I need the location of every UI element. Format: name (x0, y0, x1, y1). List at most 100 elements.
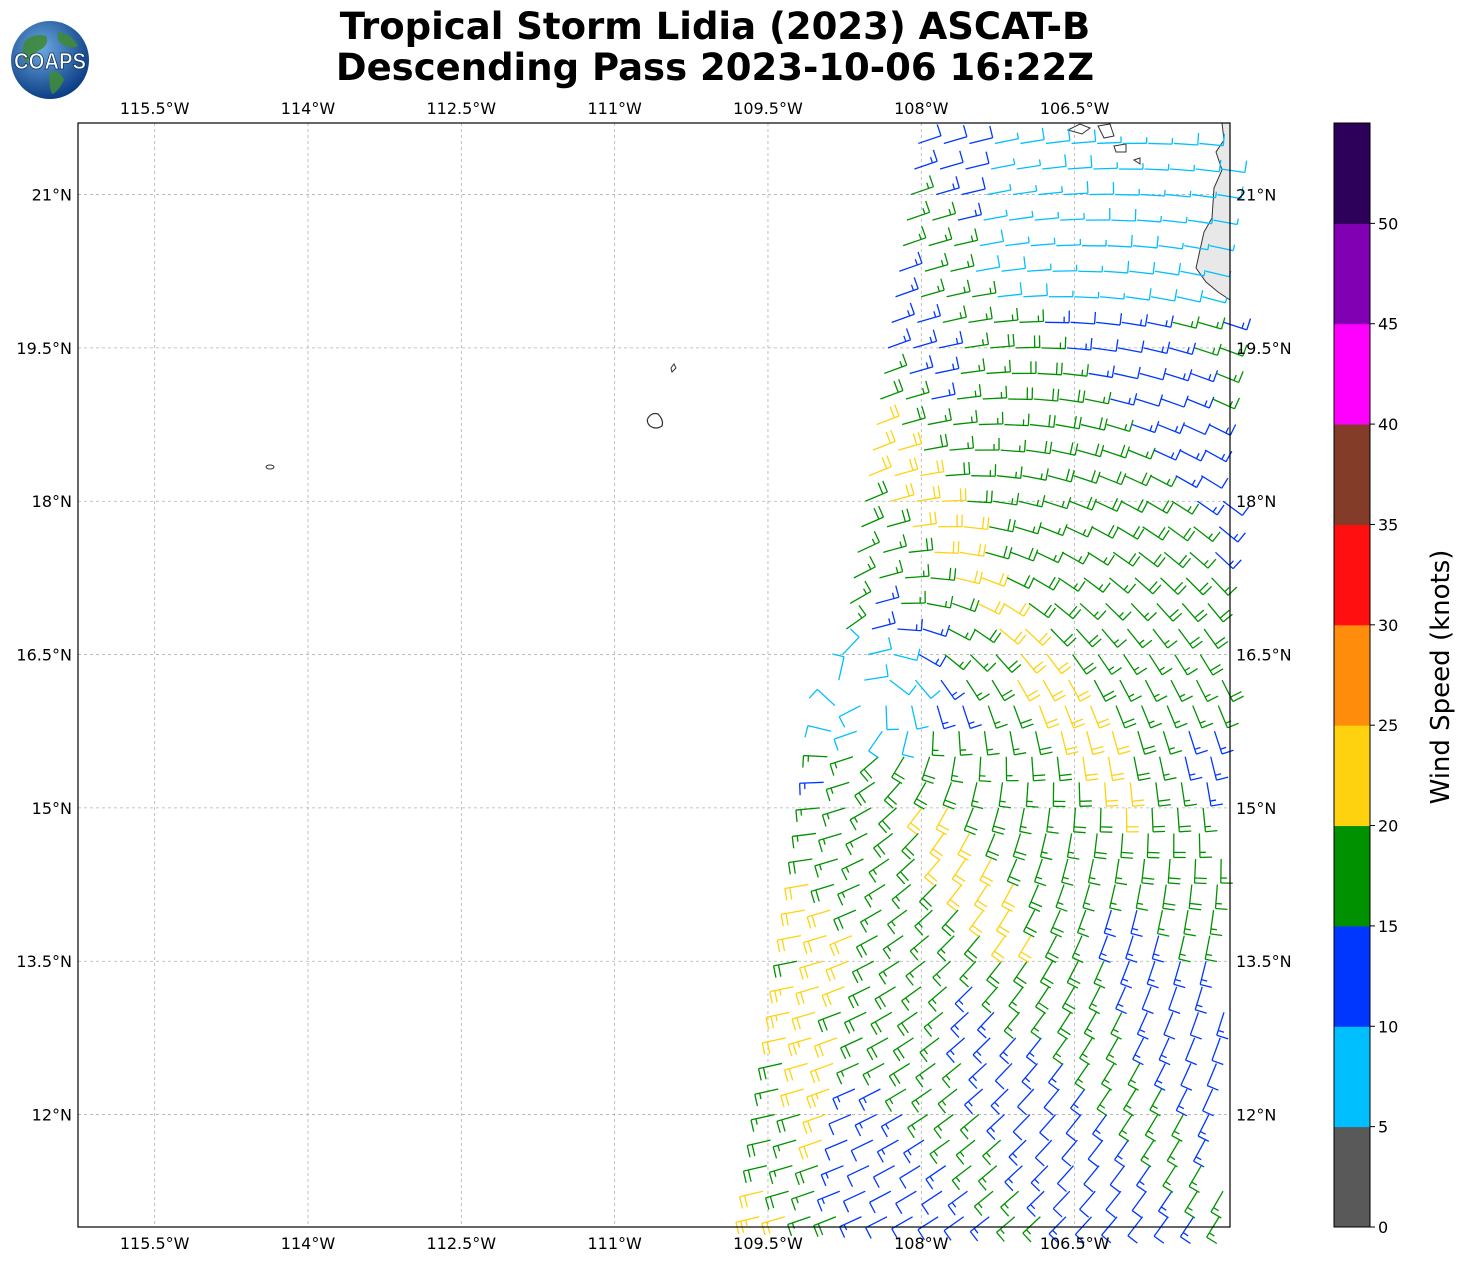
colorbar-tick-label: 5 (1378, 1118, 1388, 1137)
wind-barb (1198, 317, 1226, 330)
wind-barb (1141, 858, 1155, 885)
wind-barb (1073, 470, 1101, 484)
wind-barb (1087, 551, 1115, 566)
wind-barb (1028, 884, 1043, 912)
wind-barb (1066, 833, 1080, 860)
wind-barb (1130, 602, 1157, 622)
wind-barb (1167, 526, 1196, 542)
wind-barb (1114, 366, 1141, 380)
wind-barb (1169, 164, 1196, 172)
wind-barb (1203, 628, 1229, 650)
wind-barb (1016, 159, 1042, 170)
wind-barb (1179, 449, 1207, 462)
wind-barb (1097, 136, 1122, 145)
wind-barb (938, 514, 963, 528)
wind-barb (963, 516, 990, 530)
wind-barb (975, 255, 1001, 272)
wind-barb (1150, 289, 1178, 302)
wind-barb (847, 986, 871, 1009)
colorbar-segment (1334, 825, 1370, 927)
lon-tick-label-bottom: 109.5°W (733, 1234, 803, 1253)
wind-barb (1213, 731, 1234, 755)
wind-barb (1005, 236, 1030, 247)
mainland-coast (1195, 122, 1231, 301)
wind-barb (871, 611, 896, 630)
lon-tick-label-bottom: 115.5°W (120, 1234, 190, 1253)
wind-barb (987, 184, 1012, 196)
wind-barb (791, 1011, 816, 1031)
wind-barb (825, 960, 849, 982)
wind-barb (999, 1037, 1017, 1065)
wind-barb (1056, 756, 1073, 782)
wind-barb (955, 570, 983, 585)
wind-barb (1040, 524, 1068, 537)
wind-barb (802, 1113, 826, 1135)
lon-tick-label-top: 108°W (894, 99, 949, 118)
wind-barb (1126, 628, 1153, 649)
wind-barb (1045, 128, 1071, 145)
wind-barb (1189, 1012, 1202, 1040)
wind-barb (1194, 986, 1207, 1014)
lon-tick-label-top: 111°W (587, 99, 642, 118)
wind-barb (1030, 1011, 1046, 1040)
wind-barb (1074, 1216, 1092, 1244)
wind-barb (1166, 190, 1192, 198)
wind-barb (1047, 468, 1075, 483)
colorbar-tick-label: 30 (1378, 616, 1398, 635)
wind-barb (1204, 449, 1233, 463)
lon-tick-label-bottom: 108°W (894, 1234, 949, 1253)
wind-barb (1131, 1190, 1147, 1219)
gridlines (78, 123, 1230, 1227)
wind-barb (1099, 807, 1113, 833)
wind-barb (1194, 343, 1222, 356)
wind-barb (1114, 858, 1128, 886)
wind-barb (941, 909, 959, 937)
wind-barb (893, 648, 921, 662)
wind-barb (939, 150, 964, 170)
wind-barb (1105, 1190, 1122, 1218)
wind-barb (1116, 526, 1145, 540)
wind-barb (1162, 731, 1183, 755)
wind-barb (1072, 807, 1087, 834)
wind-barb (1143, 341, 1171, 355)
wind-barb (813, 1037, 838, 1058)
wind-barb (954, 986, 973, 1013)
wind-barb (959, 543, 987, 557)
wind-barb (1082, 756, 1099, 782)
wind-barb (959, 960, 977, 988)
wind-barb (1032, 576, 1061, 591)
wind-barb (1023, 909, 1037, 938)
wind-barb (825, 781, 850, 802)
wind-barb (995, 909, 1010, 938)
wind-barb (947, 1190, 968, 1216)
wind-barb (1223, 318, 1252, 331)
wind-barb (1030, 237, 1056, 247)
wind-barb (1051, 442, 1079, 456)
wind-barb (1210, 756, 1229, 781)
wind-barb (979, 858, 994, 887)
colorbar-segment (1334, 424, 1370, 525)
wind-barb (1149, 1088, 1163, 1117)
wind-barb (926, 595, 954, 609)
wind-barb (969, 654, 997, 672)
wind-barb (961, 177, 986, 196)
lat-tick-label-left: 19.5°N (16, 339, 72, 358)
colorbar-frame (1333, 122, 1371, 1228)
wind-barb (1050, 628, 1077, 647)
chart-title: Tropical Storm Lidia (2023) ASCAT-B Desc… (80, 6, 1350, 88)
wind-barb (895, 1190, 917, 1215)
wind-barb (891, 884, 912, 910)
wind-barb (938, 330, 964, 349)
wind-barb (1033, 388, 1060, 402)
wind-barb (1140, 189, 1166, 197)
wind-barb (1074, 291, 1100, 299)
wind-barb (883, 534, 908, 553)
lat-tick-label-right: 19.5°N (1236, 339, 1292, 358)
wind-barb (983, 731, 1000, 756)
tres-marias-islands (1066, 123, 1141, 165)
logo-text: COAPS (14, 48, 86, 74)
wind-barb (951, 858, 967, 887)
wind-barb (998, 782, 1012, 809)
wind-barb (1129, 782, 1145, 807)
wind-barb (1199, 654, 1224, 676)
